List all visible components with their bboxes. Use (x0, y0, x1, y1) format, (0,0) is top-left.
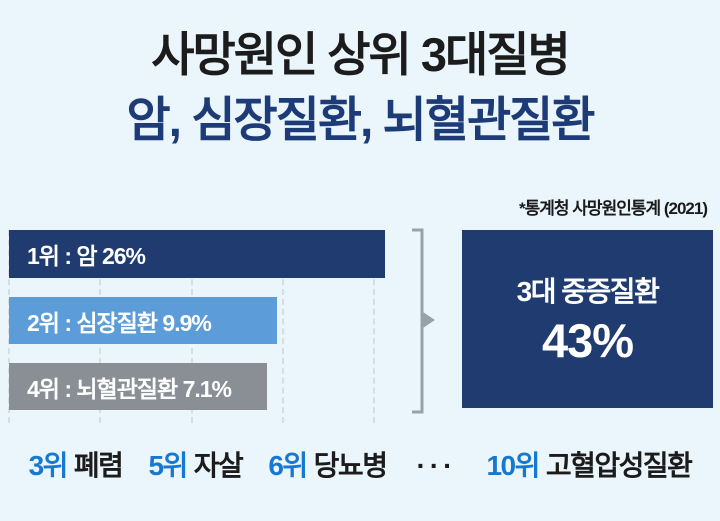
other-rank-diabetes: 6위 당뇨병 (268, 449, 388, 483)
rank-name: 자살 (193, 450, 244, 481)
bar-heart-disease-label: 2위 : 심장질환 9.9% (27, 309, 212, 336)
rank-number: 5위 (148, 450, 188, 481)
rank-name: 고혈압성질환 (545, 450, 693, 481)
summary-box: 3대 중증질환 43% (462, 230, 713, 408)
other-ranks-row: 3위 폐렴 5위 자살 6위 당뇨병 ··· 10위 고혈압성질환 (0, 449, 720, 483)
bar-cancer-label: 1위 : 암 26% (27, 243, 146, 269)
other-rank-pneumonia: 3위 폐렴 (28, 449, 124, 483)
rank-number: 3위 (28, 450, 69, 481)
bar-cerebrovascular-label: 4위 : 뇌혈관질환 7.1% (27, 375, 232, 402)
page-title-line1: 사망원인 상위 3대질병 (151, 28, 570, 81)
page-title-line2: 암, 심장질환, 뇌혈관질환 (126, 94, 596, 147)
summary-value: 43% (541, 314, 634, 367)
other-rank-suicide: 5위 자살 (148, 449, 244, 483)
rank-name: 폐렴 (73, 450, 124, 481)
title-block: 사망원인 상위 3대질병 암, 심장질환, 뇌혈관질환 (0, 22, 720, 154)
rank-number: 10위 (486, 450, 540, 481)
gridline (282, 230, 284, 423)
ellipsis-dots: ··· (416, 450, 457, 481)
bar-cancer: 1위 : 암 26% (9, 230, 385, 278)
rank-name: 당뇨병 (313, 450, 388, 481)
bracket-arrow-icon (412, 228, 435, 414)
gridline (373, 230, 375, 423)
bar-heart-disease: 2위 : 심장질환 9.9% (9, 297, 277, 344)
bar-cerebrovascular: 4위 : 뇌혈관질환 7.1% (9, 363, 267, 410)
summary-label: 3대 중증질환 (516, 276, 660, 307)
other-rank-hypertensive: 10위 고혈압성질환 (486, 449, 693, 483)
source-note: *통계청 사망원인통계 (2021) (519, 199, 708, 218)
rank-number: 6위 (268, 450, 308, 481)
